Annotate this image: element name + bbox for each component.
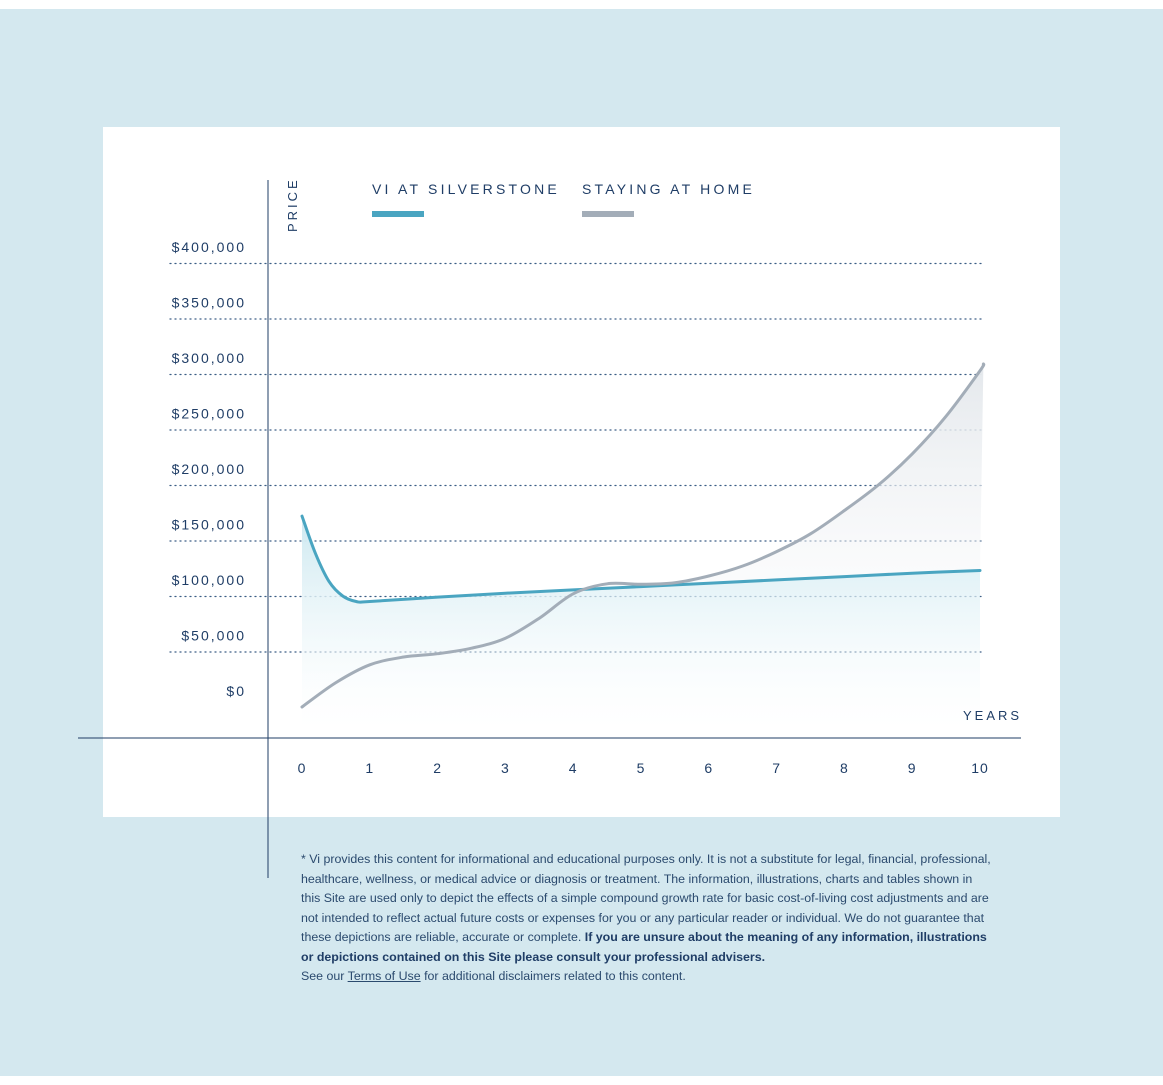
home-series-line xyxy=(300,362,986,709)
x-tick-label: 5 xyxy=(637,760,646,776)
disclaimer: * Vi provides this content for informati… xyxy=(301,850,991,987)
disclaimer-after-link: for additional disclaimers related to th… xyxy=(424,969,686,983)
x-tick-label: 1 xyxy=(365,760,374,776)
x-tick-labels: 0 1 2 3 4 5 6 7 8 9 10 xyxy=(298,760,989,776)
legend-item-vi[interactable]: VI AT SILVERSTONE xyxy=(372,181,560,217)
x-tick-label: 4 xyxy=(569,760,578,776)
y-tick-label: $150,000 xyxy=(172,517,246,533)
x-tick-label: 9 xyxy=(908,760,917,776)
legend-label-vi: VI AT SILVERSTONE xyxy=(372,181,560,197)
y-tick-label: $0 xyxy=(226,683,246,699)
vi-area xyxy=(302,516,980,730)
y-tick-label: $200,000 xyxy=(172,461,246,477)
legend-label-home: STAYING AT HOME xyxy=(582,181,755,197)
y-tick-label: $300,000 xyxy=(172,350,246,366)
terms-of-use-link[interactable]: Terms of Use xyxy=(347,969,421,983)
x-tick-label: 0 xyxy=(298,760,307,776)
legend-swatch-vi xyxy=(372,211,424,217)
vi-series-line xyxy=(300,514,982,604)
disclaimer-bold-text: If you are unsure about the meaning of a… xyxy=(301,930,987,964)
x-tick-label: 3 xyxy=(501,760,510,776)
x-tick-label: 10 xyxy=(971,760,989,776)
y-axis-title: PRICE xyxy=(285,177,300,232)
y-tick-label: $250,000 xyxy=(172,406,246,422)
x-tick-label: 6 xyxy=(704,760,713,776)
y-tick-labels: $0 $50,000 $100,000 $150,000 $200,000 $250,00… xyxy=(172,239,246,699)
legend-swatch-home xyxy=(582,211,634,217)
disclaimer-see-our: See our xyxy=(301,969,348,983)
series-lines xyxy=(300,362,986,709)
x-tick-label: 2 xyxy=(433,760,442,776)
disclaimer-text: * Vi provides this content for informati… xyxy=(301,852,991,944)
y-tick-label: $400,000 xyxy=(172,239,246,255)
y-tick-label: $100,000 xyxy=(172,572,246,588)
x-tick-label: 7 xyxy=(772,760,781,776)
series-areas xyxy=(302,364,984,730)
x-tick-label: 8 xyxy=(840,760,849,776)
y-tick-label: $350,000 xyxy=(172,295,246,311)
legend-item-home[interactable]: STAYING AT HOME xyxy=(582,181,755,217)
legend: VI AT SILVERSTONE STAYING AT HOME xyxy=(372,181,755,217)
x-axis-title: YEARS xyxy=(963,708,1022,723)
y-tick-label: $50,000 xyxy=(181,628,246,644)
